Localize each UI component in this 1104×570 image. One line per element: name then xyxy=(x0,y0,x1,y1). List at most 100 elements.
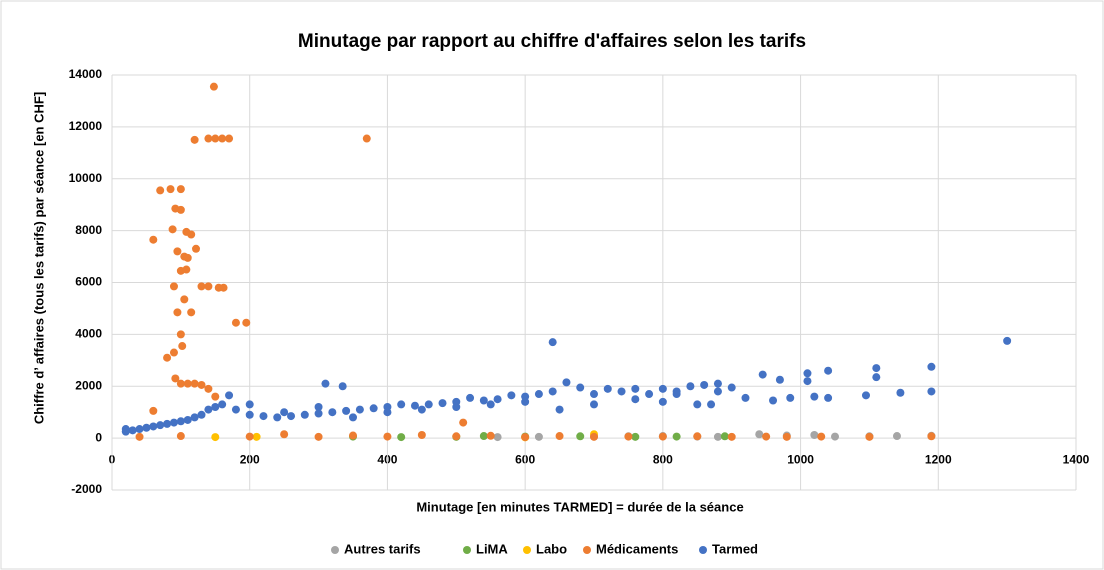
x-axis-title: Minutage [en minutes TARMED] = durée de … xyxy=(416,499,743,514)
point xyxy=(824,393,833,402)
point xyxy=(672,432,681,441)
point xyxy=(410,401,419,410)
point xyxy=(803,377,812,386)
point xyxy=(624,432,633,441)
point xyxy=(328,408,337,417)
point xyxy=(242,318,251,327)
y-axis-title: Chiffre d’ affaires (tous les tarifs) pa… xyxy=(31,92,46,424)
point xyxy=(218,134,227,143)
point xyxy=(397,400,406,409)
legend-marker xyxy=(331,546,339,554)
point xyxy=(417,431,426,440)
y-tick-label: 10000 xyxy=(69,171,103,185)
point xyxy=(314,403,323,411)
point xyxy=(338,382,347,391)
legend-marker xyxy=(463,546,471,554)
point xyxy=(219,283,228,292)
point xyxy=(590,390,598,399)
y-tick-label: 12000 xyxy=(69,119,103,133)
point xyxy=(314,409,323,418)
point xyxy=(245,410,254,419)
point xyxy=(197,282,206,291)
point xyxy=(218,400,227,409)
point xyxy=(658,432,667,441)
point xyxy=(631,384,640,393)
legend-label: LiMA xyxy=(476,541,508,556)
point xyxy=(169,348,178,357)
point xyxy=(211,433,220,442)
point xyxy=(861,391,870,400)
point xyxy=(176,379,185,388)
y-tick-label: 6000 xyxy=(75,275,102,289)
point xyxy=(713,379,722,388)
point xyxy=(493,395,502,404)
point xyxy=(231,318,240,327)
point xyxy=(831,432,839,441)
point xyxy=(452,403,461,411)
point xyxy=(521,397,530,406)
point xyxy=(349,413,357,422)
point xyxy=(534,390,543,399)
point xyxy=(493,433,502,442)
point xyxy=(617,387,626,396)
point xyxy=(486,400,495,409)
point xyxy=(187,308,196,317)
point xyxy=(782,432,791,441)
point xyxy=(135,432,144,441)
point xyxy=(658,384,667,393)
point xyxy=(280,430,289,439)
point xyxy=(211,403,220,411)
point xyxy=(700,380,709,389)
legend-marker xyxy=(523,546,531,554)
point xyxy=(163,419,172,428)
legend-marker xyxy=(583,546,591,554)
y-tick-label: 0 xyxy=(95,430,102,444)
point xyxy=(197,410,206,419)
point xyxy=(183,415,192,424)
point xyxy=(169,418,178,427)
point xyxy=(245,400,254,409)
point xyxy=(741,393,750,402)
y-tick-label: -2000 xyxy=(71,482,102,496)
point xyxy=(555,405,564,414)
point xyxy=(168,225,177,234)
legend-marker xyxy=(699,546,707,554)
point xyxy=(424,400,433,409)
point xyxy=(176,432,185,441)
point xyxy=(287,412,296,421)
point xyxy=(383,432,392,441)
point xyxy=(259,412,268,421)
point xyxy=(466,393,475,402)
point xyxy=(211,134,220,143)
point xyxy=(548,387,557,396)
point xyxy=(204,134,213,143)
point xyxy=(383,408,392,417)
point xyxy=(211,392,220,401)
point xyxy=(163,353,172,362)
point xyxy=(225,134,234,143)
point xyxy=(786,393,795,402)
point xyxy=(672,390,681,399)
point xyxy=(142,423,151,432)
point xyxy=(576,432,585,441)
legend: Autres tarifs LiMA Labo Médicaments Tarmed xyxy=(331,541,758,556)
point xyxy=(204,282,213,291)
point xyxy=(562,378,571,387)
y-tick-label: 4000 xyxy=(75,327,102,341)
point xyxy=(280,408,289,417)
point xyxy=(713,387,722,396)
point xyxy=(314,432,323,441)
point xyxy=(631,432,640,441)
point xyxy=(810,392,819,401)
point xyxy=(927,387,936,396)
point xyxy=(190,379,199,388)
point xyxy=(576,383,585,392)
point xyxy=(149,235,158,244)
point xyxy=(197,380,206,389)
point xyxy=(362,134,371,143)
point xyxy=(183,253,192,262)
point xyxy=(865,432,874,441)
point xyxy=(273,413,282,422)
point xyxy=(417,405,426,414)
